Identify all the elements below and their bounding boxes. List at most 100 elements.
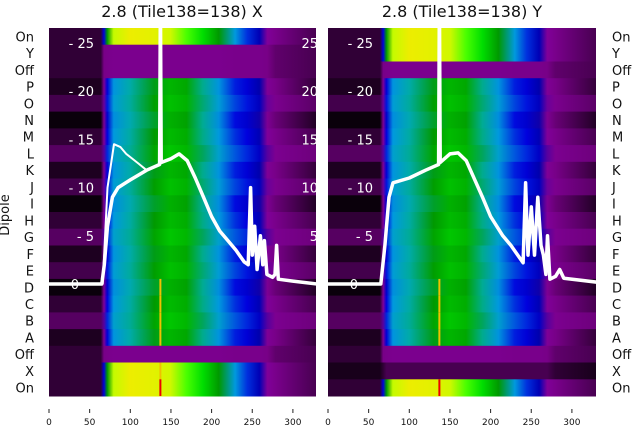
heatmap-row	[328, 195, 596, 213]
x-tick-label: 100	[122, 418, 139, 428]
heatmap-row	[328, 145, 596, 163]
heatmap-row	[328, 345, 596, 363]
row-label: J	[611, 181, 616, 196]
row-label: N	[24, 114, 34, 129]
row-label: K	[25, 164, 34, 179]
heatmap-spike	[159, 362, 162, 380]
heatmap-row	[328, 94, 596, 113]
heatmap-spike	[438, 295, 441, 313]
row-label: L	[27, 148, 35, 163]
heatmap-row	[49, 212, 316, 230]
left-panel-title: 2.8 (Tile138=138) X	[101, 2, 263, 21]
heatmap-row	[49, 44, 316, 62]
heatmap-row	[328, 262, 596, 280]
x-tick-label: 300	[563, 418, 580, 428]
y-tick-label: 20	[301, 85, 318, 100]
x-tick-label: 50	[84, 418, 96, 428]
heatmap-row	[49, 379, 316, 397]
y-axis-label: Dipole	[0, 194, 13, 235]
y-tick-label: - 10	[348, 182, 373, 197]
row-label: On	[16, 30, 34, 45]
row-label: H	[24, 214, 34, 229]
row-label: D	[24, 281, 34, 296]
row-label: Off	[15, 348, 35, 363]
heatmap-row	[49, 28, 316, 46]
right-panel-title: 2.8 (Tile138=138) Y	[382, 2, 543, 21]
row-label: A	[25, 332, 34, 347]
x-tick-label: 200	[482, 418, 499, 428]
heatmap-row	[49, 61, 316, 79]
row-label: I	[30, 198, 34, 213]
row-label: M	[612, 131, 623, 146]
row-label: A	[612, 332, 621, 347]
heatmap-row	[49, 278, 316, 297]
heatmap-spike	[159, 379, 162, 396]
row-label: X	[25, 365, 34, 380]
heatmap-spike	[159, 278, 162, 296]
heatmap-spike	[438, 329, 441, 346]
row-label: H	[612, 214, 622, 229]
row-label: X	[612, 365, 621, 380]
y-tick-label: - 15	[69, 133, 94, 148]
heatmap-row	[49, 94, 316, 113]
heatmap-row	[328, 245, 596, 263]
heatmap-row	[328, 28, 596, 46]
row-label: O	[612, 97, 622, 112]
row-label: I	[612, 198, 616, 213]
line-overlay: - 25- 20- 15- 10- 50	[328, 28, 596, 293]
heatmap-spike	[159, 312, 162, 330]
heatmap-row	[49, 145, 316, 163]
series-line-main	[49, 28, 316, 286]
heatmap-spike	[438, 278, 441, 296]
row-label: E	[26, 265, 34, 280]
heatmap-row	[49, 362, 316, 380]
row-label: C	[612, 298, 621, 313]
line-overlay: - 25 25- 20 20- 15 15- 10 10- 5 50	[49, 28, 318, 293]
row-label: Off	[612, 64, 632, 79]
y-tick-label: - 20	[69, 85, 94, 100]
row-label: N	[612, 114, 622, 129]
row-label: On	[16, 382, 34, 397]
y-tick-label: - 10	[69, 182, 94, 197]
row-label: M	[23, 131, 34, 146]
heatmap-row	[49, 312, 316, 330]
x-tick-label: 200	[203, 418, 220, 428]
row-label: Y	[611, 47, 620, 62]
heatmap-row	[328, 128, 596, 146]
x-tick-label: 150	[441, 418, 458, 428]
row-label: O	[24, 97, 34, 112]
row-label: F	[27, 248, 34, 263]
row-label: K	[612, 164, 621, 179]
heatmap-row	[328, 78, 596, 96]
heatmap-row	[49, 262, 316, 280]
row-label: P	[612, 81, 620, 96]
row-label: Off	[15, 64, 35, 79]
x-tick-label: 0	[325, 418, 331, 428]
row-label: D	[612, 281, 622, 296]
heatmap-row	[328, 312, 596, 330]
x-tick-label: 250	[523, 418, 540, 428]
row-label: On	[612, 30, 630, 45]
x-tick-label: 150	[162, 418, 179, 428]
heatmap-row	[49, 161, 316, 179]
row-label: J	[29, 181, 34, 196]
row-label: B	[612, 315, 621, 330]
y-tick-label: - 15	[348, 133, 373, 148]
heatmap-row	[328, 161, 596, 179]
row-label: F	[612, 248, 619, 263]
heatmap-row	[328, 278, 596, 297]
row-label: G	[612, 231, 622, 246]
heatmap-spike	[159, 329, 162, 346]
row-label: G	[24, 231, 34, 246]
y-tick-label: - 5	[356, 230, 373, 245]
heatmap-spike	[159, 295, 162, 313]
heatmap-row	[49, 78, 316, 96]
heatmap-spike	[438, 379, 441, 396]
row-label: B	[25, 315, 34, 330]
y-tick-label: - 25	[69, 37, 94, 52]
y-tick-label: 5	[310, 230, 318, 245]
heatmap-row	[328, 111, 596, 129]
series-line-main	[328, 28, 596, 286]
